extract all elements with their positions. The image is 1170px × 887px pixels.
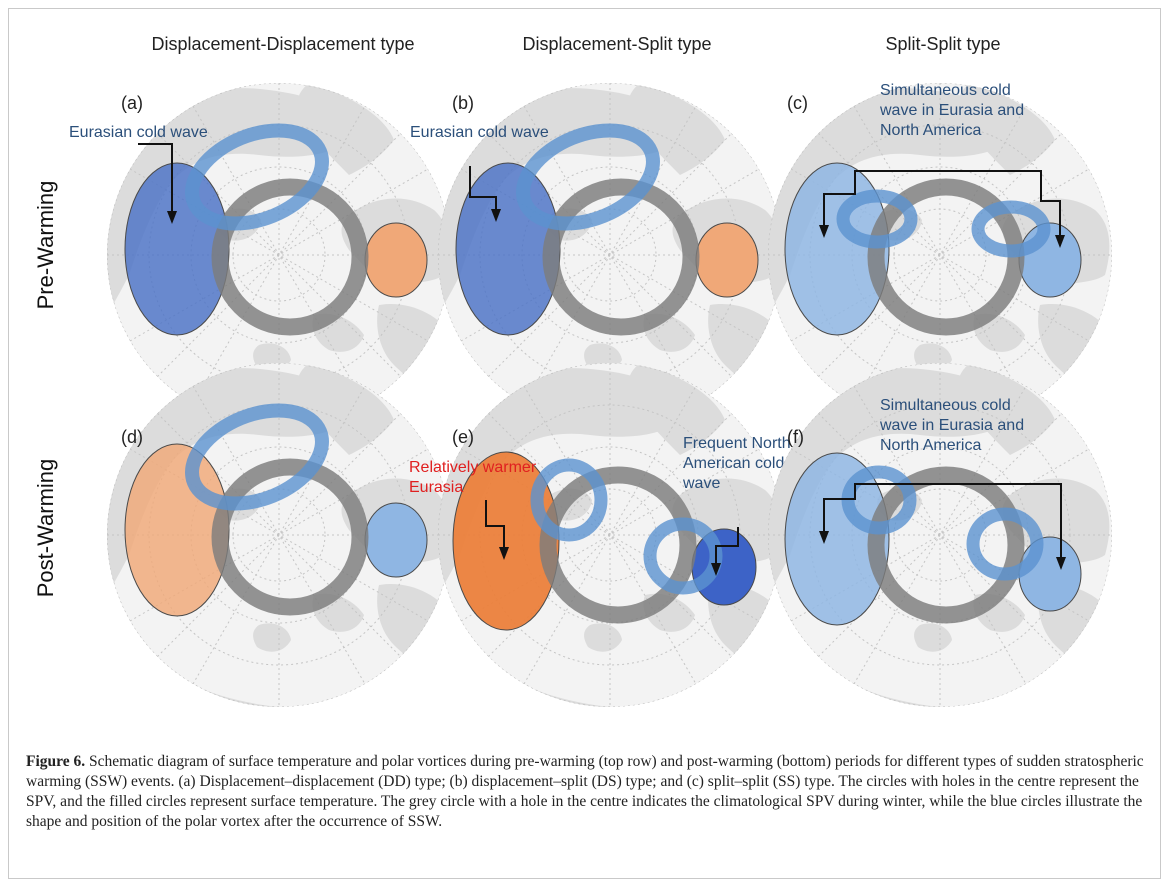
annotation-line: Frequent North xyxy=(683,435,791,452)
displaced-vortex-ring xyxy=(185,403,329,511)
panel-a: (a) Eurasian cold wave xyxy=(69,83,451,427)
annotation-arrowhead-eurasia xyxy=(819,225,829,238)
annotation-line: Simultaneous cold xyxy=(880,397,1011,414)
caption-label: Figure 6. xyxy=(26,753,86,770)
annotation-arrowhead xyxy=(167,211,177,224)
annotation-eurasian-cold-wave: Eurasian cold wave xyxy=(410,124,549,141)
annotation-line: wave xyxy=(682,475,720,492)
annotation-arrow-cold xyxy=(715,527,739,564)
displaced-vortex-ring xyxy=(516,123,660,231)
annotation-arrow-line xyxy=(469,166,497,210)
annotation-arrowhead-america xyxy=(1056,557,1066,570)
annotation-arrowhead xyxy=(491,209,501,222)
panel-letter: (f) xyxy=(787,427,804,447)
annotation-simultaneous-cold-wave: Simultaneous cold wave in Eurasia and No… xyxy=(879,82,1029,139)
annotation-arrowhead-warm xyxy=(499,547,509,560)
climatological-spv-ring xyxy=(542,178,700,336)
split-vortex-ring-eurasia xyxy=(530,458,608,542)
annotation-simultaneous-cold-wave: Simultaneous cold wave in Eurasia and No… xyxy=(879,397,1029,454)
annotation-arrowhead-america xyxy=(1055,235,1065,248)
annotation-line: wave in Eurasia and xyxy=(879,417,1024,434)
annotation-bracket-line xyxy=(823,170,1061,236)
north-america-strong-cold-anomaly xyxy=(691,528,757,606)
annotation-bracket-line xyxy=(823,483,1062,558)
split-vortex-ring-america xyxy=(971,200,1051,258)
panel-letter: (b) xyxy=(452,93,474,113)
annotation-line: North America xyxy=(880,437,981,454)
panel-letter: (a) xyxy=(121,93,143,113)
panel-f: (f) Simultaneous cold wave in Eurasia an… xyxy=(768,363,1112,707)
annotation-line: American cold xyxy=(683,455,784,472)
annotation-arrowhead-cold xyxy=(711,563,721,576)
annotation-relatively-warmer-eurasia: Relatively warmer Eurasia xyxy=(409,459,541,496)
annotation-eurasian-cold-wave: Eurasian cold wave xyxy=(69,124,208,141)
panel-letter: (d) xyxy=(121,427,143,447)
split-vortex-ring-eurasia xyxy=(836,189,918,249)
climatological-spv-ring xyxy=(539,466,697,624)
column-title-ds: Displacement-Split type xyxy=(522,34,712,54)
figure-frame xyxy=(8,8,1161,879)
annotation-line: North America xyxy=(880,122,981,139)
ssw-schematic-diagram: (a) Eurasian cold wave (b) Eurasian cold… xyxy=(69,82,1112,707)
north-america-cold-anomaly xyxy=(1018,536,1082,612)
north-america-warm-anomaly xyxy=(364,222,428,298)
panel-letter: (c) xyxy=(787,93,808,113)
eurasia-cold-anomaly xyxy=(784,452,890,626)
north-america-cold-anomaly xyxy=(364,502,428,578)
split-vortex-ring-america xyxy=(966,507,1044,581)
annotation-line: wave in Eurasia and xyxy=(879,102,1024,119)
panel-letter: (e) xyxy=(452,427,474,447)
north-america-warm-anomaly xyxy=(695,222,759,298)
panel-e: (e) Relatively warmer Eurasia Frequent N… xyxy=(409,363,795,707)
annotation-arrowhead-eurasia xyxy=(819,531,829,544)
north-america-cold-anomaly xyxy=(1018,222,1082,298)
caption-text: Schematic diagram of surface temperature… xyxy=(26,753,1144,830)
annotation-arrow-line xyxy=(138,143,173,212)
panel-c: (c) Simultaneous cold wave in Eurasia an… xyxy=(768,82,1112,427)
panel-d: (d) xyxy=(107,363,451,707)
panel-b: (b) Eurasian cold wave xyxy=(410,83,782,427)
annotation-line: Simultaneous cold xyxy=(880,82,1011,99)
eurasia-cold-anomaly xyxy=(784,162,890,336)
annotation-arrow-warm xyxy=(485,500,505,548)
figure-caption: Figure 6. Schematic diagram of surface t… xyxy=(26,752,1146,832)
climatological-spv-ring xyxy=(867,466,1025,624)
column-title-dd: Displacement-Displacement type xyxy=(151,34,415,54)
climatological-spv-ring xyxy=(211,458,369,616)
annotation-line: Eurasia xyxy=(409,479,463,496)
displaced-vortex-ring xyxy=(185,123,329,231)
annotation-line: Relatively warmer xyxy=(409,459,537,476)
annotation-frequent-na-cold-wave: Frequent North American cold wave xyxy=(682,435,795,492)
climatological-spv-ring xyxy=(211,178,369,336)
column-title-ss: Split-Split type xyxy=(885,34,1001,54)
